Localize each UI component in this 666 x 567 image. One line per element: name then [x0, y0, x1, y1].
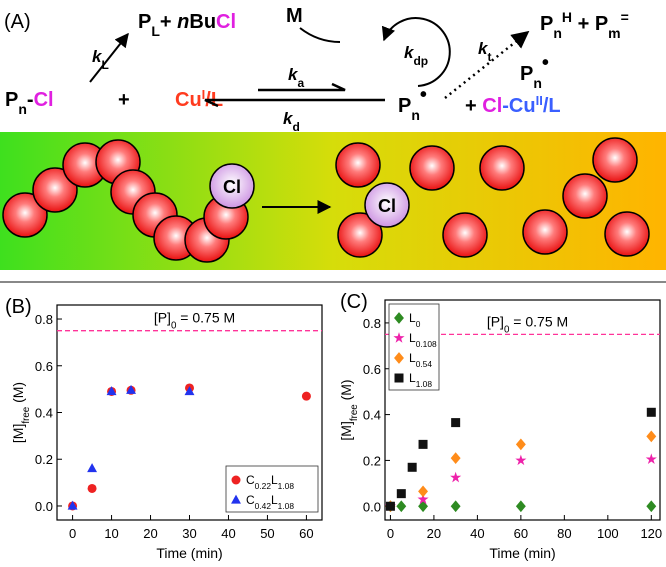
x-tick-label: 120	[640, 526, 662, 541]
marker	[450, 452, 461, 464]
radical: Pn•	[520, 52, 549, 91]
initiator: Pn-Cl	[5, 89, 54, 117]
legend-marker	[394, 373, 404, 383]
y-tick-label: 0.2	[35, 452, 53, 467]
legend-label: C0.42L1.08	[246, 493, 294, 511]
y-tick-label: 0.4	[35, 406, 53, 421]
legend-label: C0.22L1.08	[246, 473, 294, 491]
x-tick-label: 60	[514, 526, 528, 541]
marker	[418, 485, 428, 498]
legend-marker	[394, 352, 404, 364]
termination: PnH + Pm=	[540, 9, 629, 41]
legend-marker	[231, 494, 241, 504]
deactivator: + Cl-CuII/L	[465, 93, 561, 118]
plus: +	[118, 89, 130, 111]
marker	[646, 430, 657, 443]
x-tick-label: 30	[182, 526, 196, 541]
monomer: M	[286, 5, 303, 27]
x-tick-label: 20	[143, 526, 157, 541]
legend-marker	[231, 475, 241, 485]
marker	[645, 453, 657, 465]
arrow	[299, 27, 341, 43]
x-axis-label: Time (min)	[156, 545, 222, 561]
x-tick-label: 50	[260, 526, 274, 541]
y-tick-label: 0.4	[363, 408, 381, 423]
legend-marker	[393, 332, 405, 343]
radical: Pn•	[398, 84, 427, 123]
legend-box	[225, 465, 319, 513]
marker	[418, 439, 428, 449]
charts: (B) 0 10 20 30 40 50 60 0.0 0.2 0.4 0.6 0.8 Time (min…	[5, 291, 662, 561]
x-axis-label: Time (min)	[489, 545, 555, 561]
rate-constant: ka	[288, 65, 304, 90]
backward-arrow	[204, 98, 385, 108]
legend-label: L0	[409, 311, 421, 329]
marker	[450, 471, 462, 483]
marker	[301, 391, 311, 401]
marker	[396, 489, 406, 499]
x-tick-label: 0	[387, 526, 394, 541]
sphere-label: Cl	[223, 177, 241, 197]
y-tick-label: 0.6	[363, 362, 381, 377]
y-axis-label: [M]free (M)	[338, 379, 360, 440]
x-tick-label: 60	[299, 526, 313, 541]
x-tick-label: 80	[557, 526, 571, 541]
marker	[418, 500, 428, 513]
marker	[417, 493, 429, 505]
x-tick-label: 0	[69, 526, 76, 541]
marker	[184, 386, 195, 396]
cycle-arrow	[381, 17, 451, 87]
panel-label: (C)	[340, 291, 368, 313]
x-tick-label: 40	[470, 526, 484, 541]
products: PL+ nBuCl	[138, 11, 236, 39]
rate-constant: kdp	[404, 43, 428, 68]
annotation: [P]0 = 0.75 M	[154, 310, 235, 332]
y-tick-label: 0.8	[35, 312, 53, 327]
y-tick-label: 0.6	[35, 359, 53, 374]
scheme: (A) PL+ nBuCl kL Pn-Cl + CuI/L ka kd M k…	[4, 5, 629, 134]
marker	[515, 454, 527, 466]
marker	[646, 500, 657, 513]
marker	[106, 386, 117, 396]
panel-label: (B)	[5, 296, 32, 318]
rate-constant: kd	[283, 109, 300, 134]
marker	[450, 500, 461, 513]
marker	[515, 500, 526, 513]
rate-constant: kt	[478, 39, 491, 64]
legend-marker	[394, 312, 404, 324]
y-tick-label: 0.0	[35, 499, 53, 514]
x-tick-label: 100	[597, 526, 619, 541]
y-tick-label: 0.0	[363, 499, 381, 514]
marker	[515, 438, 526, 451]
rate-constant: kL	[92, 47, 109, 72]
x-tick-label: 40	[221, 526, 235, 541]
marker	[87, 463, 98, 473]
forward-arrow	[258, 82, 346, 92]
marker	[646, 407, 656, 417]
marker	[126, 384, 136, 394]
marker	[396, 500, 407, 513]
y-tick-label: 0.8	[363, 316, 381, 331]
legend-label: L0.54	[409, 351, 432, 369]
marker	[67, 500, 78, 510]
marker	[451, 418, 461, 428]
marker	[385, 501, 395, 511]
legend-label: L1.08	[409, 371, 432, 389]
x-tick-label: 10	[104, 526, 118, 541]
plot-frame	[56, 304, 323, 521]
plot-frame	[384, 299, 661, 521]
gradient-band: Cl Cl	[0, 132, 666, 270]
panel-label: (A)	[4, 11, 31, 33]
legend-label: L0.108	[409, 331, 437, 349]
y-axis-label: [M]free (M)	[10, 382, 32, 443]
marker	[407, 462, 417, 472]
sphere-label: Cl	[378, 196, 396, 216]
marker	[87, 483, 97, 493]
y-tick-label: 0.2	[363, 453, 381, 468]
x-tick-label: 20	[427, 526, 441, 541]
arrow	[89, 32, 129, 83]
annotation: [P]0 = 0.75 M	[487, 313, 568, 335]
